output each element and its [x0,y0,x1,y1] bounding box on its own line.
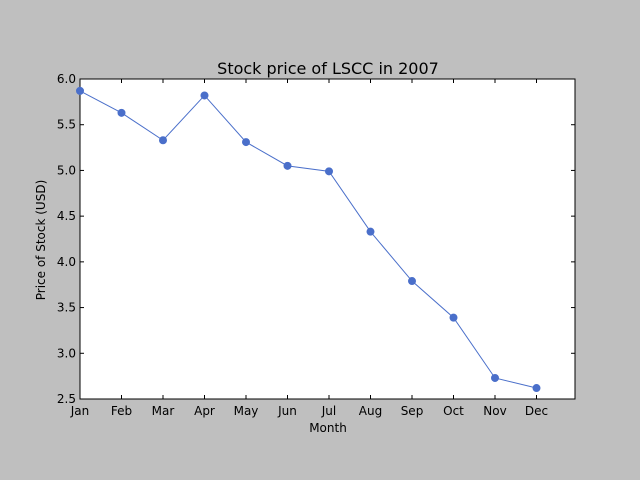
data-point [242,138,250,147]
data-point [283,161,292,170]
data-point [117,108,126,117]
y-tick-label: 3.0 [57,346,76,360]
x-tick-label: Sep [401,404,424,418]
x-tick-label: Apr [194,404,215,418]
x-tick-label: Oct [443,404,464,418]
data-point [408,277,416,286]
data-point [76,86,84,95]
x-tick-label: Jan [70,404,90,418]
data-point [325,167,333,176]
y-tick-label: 4.0 [57,255,76,269]
x-axis-label: Month [309,421,347,435]
y-axis: 2.5 3.0 3.5 4.0 4.5 5.0 5.5 6.0 [57,72,575,406]
data-point [200,91,209,100]
x-tick-label: Jun [277,404,297,418]
y-tick-label: 4.5 [57,209,76,223]
x-tick-label: Mar [152,404,175,418]
data-point [159,136,167,145]
x-tick-label: Jul [321,404,336,418]
data-point [491,373,499,382]
data-point [449,313,458,322]
y-tick-label: 2.5 [57,392,76,406]
data-point [366,227,375,236]
y-tick-label: 3.5 [57,301,76,315]
y-tick-label: 6.0 [57,72,76,86]
x-tick-label: Dec [525,404,548,418]
plot-area [79,78,576,400]
data-point [532,384,541,393]
y-axis-label: Price of Stock (USD) [34,180,48,301]
price-series [76,86,541,393]
x-axis: Jan Feb Mar Apr May Jun Jul Aug Sep Oct Nov Dec [70,79,548,418]
series-line [79,90,537,389]
x-tick-label: Nov [483,404,506,418]
y-tick-label: 5.5 [57,118,76,132]
x-tick-label: Feb [111,404,132,418]
chart-title: Stock price of LSCC in 2007 [217,59,439,78]
y-tick-label: 5.0 [57,163,76,177]
x-tick-label: May [234,404,259,418]
x-tick-label: Aug [359,404,382,418]
